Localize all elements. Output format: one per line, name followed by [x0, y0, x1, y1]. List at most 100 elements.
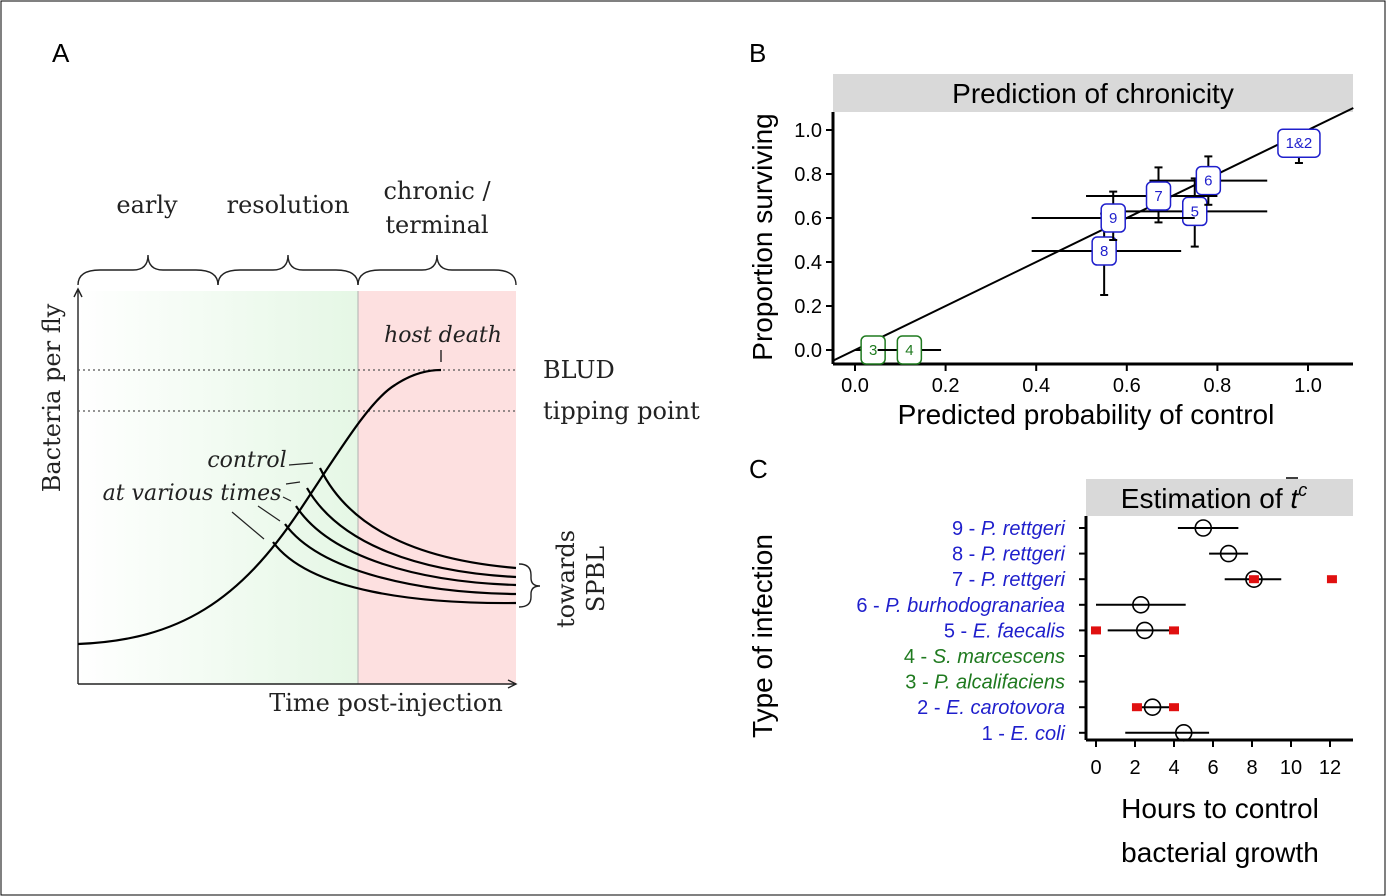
b-points: 1&2 3 4 56 7 89: [855, 128, 1321, 365]
control-pointer-4: [257, 505, 281, 522]
c-x-tick-label: 6: [1207, 757, 1218, 779]
brace-chronic: [357, 254, 517, 286]
c-estimate-point: [1135, 621, 1154, 640]
c-red-marker: [1169, 626, 1179, 635]
c-category-label: 3 - P. alcalifaciens: [905, 672, 1065, 694]
control-label: control: [207, 448, 286, 473]
c-title-strip: [1086, 479, 1353, 516]
b-point-label: 7: [1154, 188, 1162, 205]
c-title-sup: c: [1298, 480, 1307, 500]
b-point-label: 4: [905, 342, 913, 359]
host-death-label: host death: [384, 323, 502, 348]
control-pointer-5: [231, 511, 265, 540]
c-category-label: 5 - E. faecalis: [944, 620, 1065, 642]
b-point-box: [1145, 181, 1172, 211]
c-category-number: 7 -: [952, 569, 981, 591]
panel-b-letter: B: [749, 38, 766, 68]
b-y-tick-label: 1.0: [794, 120, 822, 142]
c-estimate-point: [1219, 544, 1238, 563]
b-point-label: 6: [1204, 173, 1212, 190]
c-category-number: 3 -: [905, 672, 934, 694]
b-x-tick-label: 0.2: [932, 375, 960, 397]
c-x-tick-label: 8: [1246, 757, 1257, 779]
c-title-symbol: t: [1290, 483, 1299, 514]
c-x-axis-title-line1: Hours to control: [1121, 793, 1319, 824]
c-category-name: P. alcalifaciens: [934, 672, 1065, 694]
c-row-marks: [1125, 723, 1210, 742]
b-x-tick-label: 0.8: [1203, 375, 1231, 397]
b-point-label: 8: [1100, 243, 1108, 260]
panel-c: C Estimation of tc 0 2 4 6 8 10 12 9 - P. rett…: [747, 454, 1353, 868]
spbl-label: SPBL: [582, 546, 610, 612]
c-x-tick-label: 12: [1319, 757, 1341, 779]
b-point-box: [1100, 203, 1126, 233]
c-x-tick-label: 0: [1090, 757, 1101, 779]
c-x-tick-label: 4: [1168, 757, 1179, 779]
c-category-number: 1 -: [982, 723, 1011, 745]
control-curve-2: [306, 487, 517, 579]
c-row-marks: [1177, 519, 1239, 537]
control-pointer-1: [288, 462, 314, 466]
b-point-box: [1195, 165, 1222, 196]
c-red-marker: [1169, 703, 1179, 712]
c-category-label: 4 - S. marcescens: [904, 646, 1065, 668]
b-point-1&2: 1&2: [1277, 128, 1321, 164]
chronic-shading: [358, 291, 516, 684]
brace-early: [77, 254, 219, 286]
c-estimate-point: [1174, 723, 1193, 742]
growth-curve: [77, 368, 442, 646]
b-point-box: [1091, 236, 1117, 266]
c-category-number: 5 -: [944, 620, 973, 642]
b-point-label: 5: [1191, 203, 1199, 220]
control-curve-4: [284, 523, 517, 596]
blud-label: BLUD: [543, 356, 615, 384]
c-estimate-point: [1132, 595, 1150, 614]
c-category-name: P. burhodogranariea: [885, 595, 1065, 617]
tipping-point-label: tipping point: [543, 397, 700, 425]
c-category-label: 7 - P. rettgeri: [952, 569, 1066, 591]
towards-label: towards: [552, 530, 580, 628]
a-y-axis-label: Bacteria per fly: [38, 303, 66, 492]
c-category-name: P. rettgeri: [981, 569, 1066, 591]
b-x-tick-label: 0.0: [841, 375, 869, 397]
c-x-tick-label: 2: [1129, 757, 1140, 779]
b-y-tick-label: 0.0: [794, 340, 822, 362]
b-title: Prediction of chronicity: [952, 78, 1234, 109]
c-row-marks: [1131, 698, 1179, 717]
b-point-label: 9: [1109, 210, 1117, 227]
c-red-marker: [1091, 626, 1101, 635]
c-category-number: 2 -: [917, 697, 946, 719]
c-y-axis-title: Type of infection: [747, 534, 778, 738]
b-x-tick-label: 0.6: [1113, 375, 1141, 397]
b-y-tick-label: 0.2: [794, 296, 822, 318]
c-category-name: S. marcescens: [933, 646, 1065, 668]
control-pointer-2: [285, 481, 301, 485]
a-x-arrow: [507, 679, 518, 689]
c-row-marks: [1091, 621, 1179, 640]
panel-a: A early resolution chronic / terminal Ba…: [38, 38, 700, 717]
early-resolution-shading: [78, 291, 358, 684]
b-point-9: 9: [1031, 190, 1195, 241]
b-point-label: 3: [869, 342, 877, 359]
c-red-marker: [1248, 575, 1259, 584]
phase-early-label: early: [116, 191, 178, 219]
control-times-label: at various times: [103, 481, 282, 506]
c-estimates: [1091, 519, 1337, 742]
c-category-number: 8 -: [952, 544, 981, 566]
b-point-label: 1&2: [1286, 135, 1313, 152]
c-title-main: Estimation of: [1121, 483, 1291, 514]
phase-terminal-label: terminal: [385, 211, 488, 239]
c-x-axis-title-line2: bacterial growth: [1121, 837, 1319, 868]
c-category-name: P. rettgeri: [981, 518, 1066, 540]
a-x-axis-label: Time post-injection: [269, 689, 503, 717]
b-ticks: 0.0 0.2 0.4 0.6 0.8 1.0 0.0 0.2 0.4 0.6 0.8 1.0: [794, 120, 1322, 397]
b-identity-line: [831, 107, 1354, 362]
b-x-axis-title: Predicted probability of control: [898, 399, 1275, 430]
b-point-6: 6: [1149, 155, 1268, 206]
c-row-marks: [1224, 570, 1337, 589]
b-x-tick-label: 0.4: [1022, 375, 1050, 397]
control-pointer-3: [282, 496, 292, 502]
b-point-7: 7: [1086, 166, 1218, 224]
